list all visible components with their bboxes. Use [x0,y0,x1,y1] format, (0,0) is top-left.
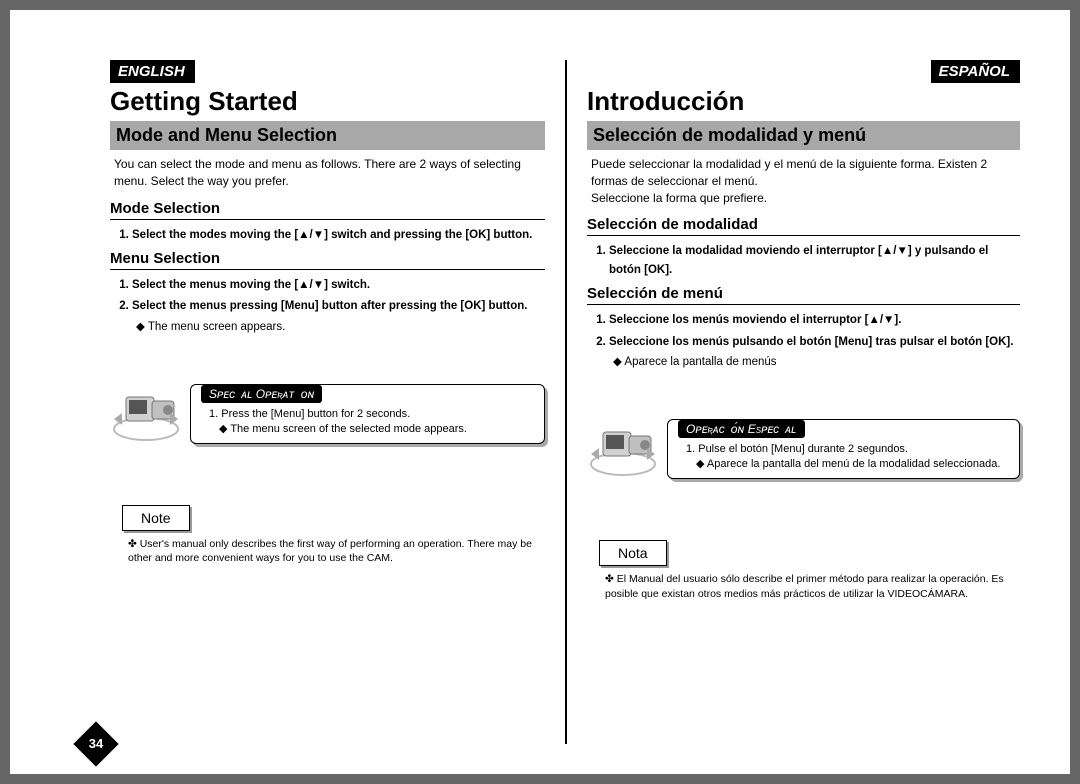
subhead-menu-selection: Menu Selection [110,250,545,270]
left-column: ENGLISH Getting Started Mode and Menu Se… [110,60,565,744]
manual-page: ENGLISH Getting Started Mode and Menu Se… [10,10,1070,774]
subhead-mode-selection: Mode Selection [110,200,545,220]
intro-text-left: You can select the mode and menu as foll… [110,156,545,190]
note-text: User's manual only describes the first w… [128,537,545,566]
gray-heading-right: Selección de modalidad y menú [587,121,1020,150]
camcorder-icon [587,418,659,480]
bullet-note-es: Aparece la pantalla de menús [587,354,1020,368]
note-label-box-es: Nota [599,540,667,566]
special-bullet: The menu screen of the selected mode app… [201,422,534,435]
special-content: Sᴘᴇᴄɪᴀʟ Oᴘᴇʀᴀᴛɪᴏɴ 1. Press the [Menu] bu… [190,384,545,444]
note-text-es: El Manual del usuario sólo describe el p… [605,572,1020,601]
special-operation-box-es: Oᴘᴇʀᴀᴄɪᴏ́ɴ Esᴘᴇᴄɪᴀʟ 1. Pulse el botón [M… [587,418,1020,480]
section-title-right: Introducción [587,86,1020,117]
special-title: Sᴘᴇᴄɪᴀʟ Oᴘᴇʀᴀᴛɪᴏɴ [201,385,322,403]
special-content-es: Oᴘᴇʀᴀᴄɪᴏ́ɴ Esᴘᴇᴄɪᴀʟ 1. Pulse el botón [M… [667,419,1020,479]
step-item: Select the menus pressing [Menu] button … [132,297,545,315]
bullet-note: The menu screen appears. [110,319,545,333]
special-title-es: Oᴘᴇʀᴀᴄɪᴏ́ɴ Esᴘᴇᴄɪᴀʟ [678,420,805,438]
subhead-menu-selection-es: Selección de menú [587,285,1020,305]
camcorder-icon [110,383,182,445]
step-item: Select the modes moving the [▲/▼] switch… [132,226,545,244]
page-number: 34 [80,728,112,760]
intro-text-right: Puede seleccionar la modalidad y el menú… [587,156,1020,206]
subhead-mode-selection-es: Selección de modalidad [587,216,1020,236]
gray-heading-left: Mode and Menu Selection [110,121,545,150]
mode-selection-steps-es: Seleccione la modalidad moviendo el inte… [587,242,1020,279]
menu-selection-steps: Select the menus moving the [▲/▼] switch… [110,276,545,316]
page-number-value: 34 [80,736,112,751]
lang-badge-spanish: ESPAÑOL [931,60,1020,83]
step-item: Seleccione la modalidad moviendo el inte… [609,242,1020,279]
step-item: Select the menus moving the [▲/▼] switch… [132,276,545,294]
mode-selection-steps: Select the modes moving the [▲/▼] switch… [110,226,545,244]
step-item: Seleccione los menús moviendo el interru… [609,311,1020,329]
step-item: Seleccione los menús pulsando el botón [… [609,333,1020,351]
note-list: User's manual only describes the first w… [110,537,545,566]
right-column: ESPAÑOL Introducción Selección de modali… [565,60,1020,744]
lang-badge-english: ENGLISH [110,60,195,83]
special-step: 1. Press the [Menu] button for 2 seconds… [201,407,534,422]
section-title-left: Getting Started [110,86,545,117]
note-list-es: El Manual del usuario sólo describe el p… [587,572,1020,601]
special-operation-box: Sᴘᴇᴄɪᴀʟ Oᴘᴇʀᴀᴛɪᴏɴ 1. Press the [Menu] bu… [110,383,545,445]
special-step-es: 1. Pulse el botón [Menu] durante 2 segun… [678,442,1009,457]
menu-selection-steps-es: Seleccione los menús moviendo el interru… [587,311,1020,351]
special-bullet-es: Aparece la pantalla del menú de la modal… [678,457,1009,470]
note-label-box: Note [122,505,190,531]
